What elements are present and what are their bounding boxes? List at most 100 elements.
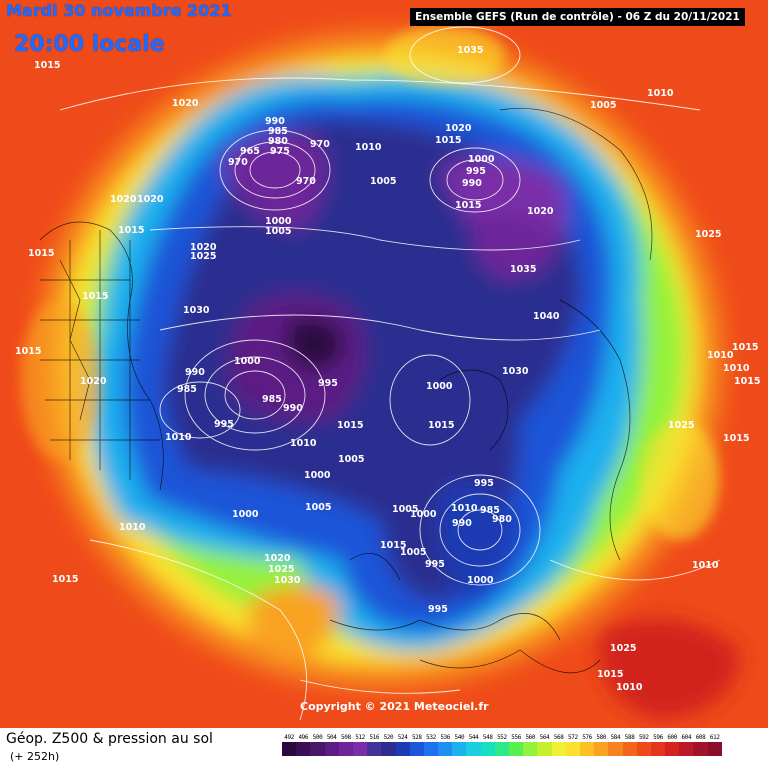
isobar-pressure-label: 1015 — [15, 346, 41, 357]
scale-swatch — [580, 742, 594, 756]
scale-swatch — [665, 742, 679, 756]
isobar-pressure-label: 1010 — [707, 350, 734, 361]
isobar-pressure-label: 1005 — [370, 176, 396, 187]
scale-cell: 548 — [481, 734, 495, 758]
isobar-pressure-label: 1010 — [355, 142, 382, 153]
isobar-pressure-label: 1005 — [305, 502, 331, 513]
scale-label: 504 — [327, 734, 337, 742]
isobar-pressure-label: 1030 — [183, 305, 210, 316]
scale-cell: 496 — [296, 734, 310, 758]
scale-swatch — [679, 742, 693, 756]
isobar-pressure-label: 1005 — [338, 454, 364, 465]
scale-swatch — [353, 742, 367, 756]
scale-cell: 492 — [282, 734, 296, 758]
isobar-pressure-label: 1015 — [435, 135, 461, 146]
isobar-pressure-label: 1005 — [400, 547, 426, 558]
isobar-pressure-label: 1010 — [165, 432, 192, 443]
forecast-date: Mardi 30 novembre 2021 — [6, 2, 232, 20]
scale-cell: 596 — [651, 734, 665, 758]
scale-cell: 536 — [438, 734, 452, 758]
isobar-pressure-label: 1010 — [647, 88, 674, 99]
scale-cell: 508 — [339, 734, 353, 758]
scale-label: 492 — [284, 734, 294, 742]
scale-label: 496 — [298, 734, 308, 742]
scale-label: 564 — [540, 734, 550, 742]
isobar-pressure-label: 970 — [296, 176, 316, 187]
isobar-pressure-label: 1000 — [467, 575, 494, 586]
scale-label: 516 — [369, 734, 379, 742]
scale-label: 560 — [525, 734, 535, 742]
scale-swatch — [523, 742, 537, 756]
isobar-pressure-label: 995 — [474, 478, 494, 489]
scale-swatch — [438, 742, 452, 756]
scale-swatch — [537, 742, 551, 756]
scale-cell: 504 — [325, 734, 339, 758]
isobar-pressure-label: 1010 — [692, 560, 719, 571]
isobar-pressure-label: 1030 — [502, 366, 529, 377]
forecast-local-time: 20:00 locale — [14, 33, 165, 57]
scale-swatch — [410, 742, 424, 756]
scale-swatch — [282, 742, 296, 756]
isobar-pressure-label: 1015 — [597, 669, 623, 680]
geopotential-map: 1015102010351005101099098598097597096597… — [0, 0, 768, 728]
model-run-banner: Ensemble GEFS (Run de contrôle) - 06 Z d… — [410, 8, 745, 26]
scale-swatch — [637, 742, 651, 756]
scale-label: 576 — [582, 734, 592, 742]
isobar-pressure-label: 1025 — [610, 643, 636, 654]
scale-label: 612 — [710, 734, 720, 742]
isobar-pressure-label: 995 — [318, 378, 338, 389]
scale-label: 572 — [568, 734, 578, 742]
scale-cell: 500 — [310, 734, 324, 758]
isobar-pressure-label: 985 — [262, 394, 282, 405]
scale-swatch — [566, 742, 580, 756]
isobar-pressure-label: 1010 — [290, 438, 317, 449]
scale-swatch — [552, 742, 566, 756]
scale-cell: 604 — [679, 734, 693, 758]
scale-cell: 564 — [537, 734, 551, 758]
scale-cell: 572 — [566, 734, 580, 758]
scale-swatch — [495, 742, 509, 756]
isobar-pressure-label: 1020 — [445, 123, 472, 134]
lead-time: (+ 252h) — [10, 750, 59, 763]
scale-swatch — [310, 742, 324, 756]
scale-cell: 588 — [623, 734, 637, 758]
isobar-pressure-label: 995 — [466, 166, 486, 177]
scale-swatch — [708, 742, 722, 756]
scale-label: 544 — [469, 734, 479, 742]
isobar-pressure-label: 985 — [177, 384, 197, 395]
scale-cell: 600 — [665, 734, 679, 758]
scale-cell: 552 — [495, 734, 509, 758]
isobar-pressure-label: 990 — [283, 403, 303, 414]
scale-label: 508 — [341, 734, 351, 742]
isobar-pressure-label: 1020 — [190, 242, 217, 253]
isobar-pressure-label: 970 — [228, 157, 248, 168]
scale-label: 608 — [696, 734, 706, 742]
isobar-pressure-label: 970 — [310, 139, 330, 150]
scale-label: 596 — [653, 734, 663, 742]
isobar-pressure-label: 1020 — [527, 206, 554, 217]
scale-swatch — [396, 742, 410, 756]
scale-label: 532 — [426, 734, 436, 742]
scale-label: 568 — [554, 734, 564, 742]
isobar-pressure-label: 1000 — [234, 356, 261, 367]
isobar-pressure-label: 995 — [425, 559, 445, 570]
isobar-pressure-label: 1015 — [34, 60, 60, 71]
isobar-pressure-label: 1035 — [510, 264, 536, 275]
scale-label: 524 — [398, 734, 408, 742]
field-title: Géop. Z500 & pression au sol — [6, 731, 213, 747]
scale-swatch — [339, 742, 353, 756]
scale-cell: 560 — [523, 734, 537, 758]
scale-cell: 516 — [367, 734, 381, 758]
color-scale: 492 496 500 504 508 512 516 520 524 528 532 536 540 5… — [282, 734, 722, 758]
scale-cell: 544 — [466, 734, 480, 758]
isobar-pressure-label: 975 — [270, 146, 290, 157]
scale-label: 552 — [497, 734, 507, 742]
isobar-pressure-label: 1015 — [118, 225, 144, 236]
scale-swatch — [466, 742, 480, 756]
isobar-pressure-label: 1015 — [52, 574, 78, 585]
isobar-pressure-label: 1010 — [616, 682, 643, 693]
scale-label: 500 — [313, 734, 323, 742]
scale-cell: 540 — [452, 734, 466, 758]
scale-swatch — [367, 742, 381, 756]
isobar-pressure-label: 1040 — [533, 311, 560, 322]
